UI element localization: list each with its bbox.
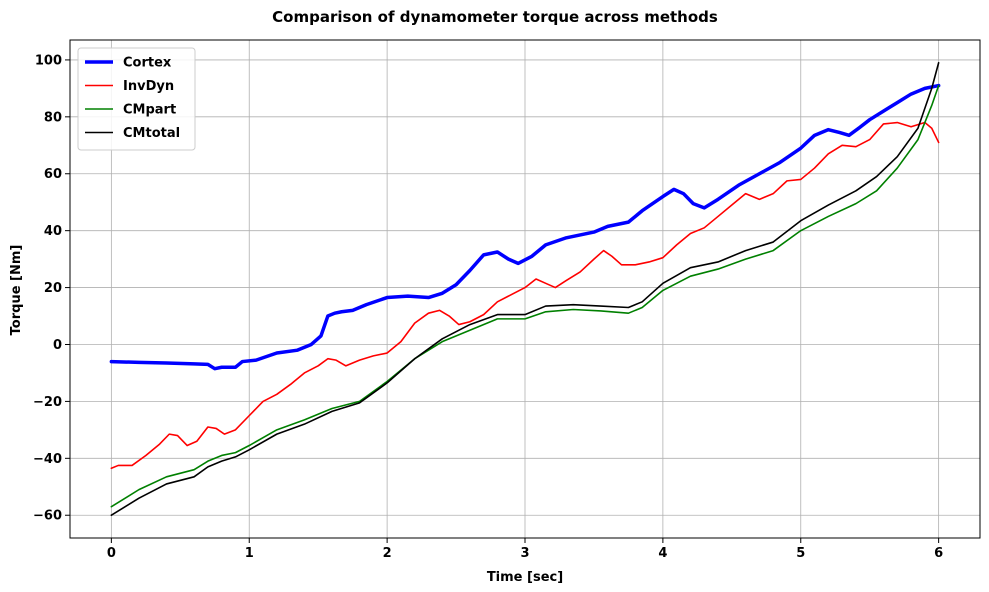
y-tick-label: −40 (33, 452, 62, 467)
chart-title: Comparison of dynamometer torque across … (272, 8, 718, 26)
legend-label-cmpart: CMpart (123, 103, 176, 118)
y-tick-label: 60 (44, 167, 62, 182)
y-tick-label: 0 (53, 338, 62, 353)
legend: Cortex InvDyn CMpart CMtotal (77, 47, 196, 151)
legend-label-cmtotal: CMtotal (123, 126, 180, 141)
x-tick-label: 2 (383, 546, 392, 561)
y-tick-label: −20 (33, 395, 62, 410)
x-axis-label: Time [sec] (487, 570, 563, 585)
legend-label-invdyn: InvDyn (123, 79, 174, 94)
y-tick-label: 80 (44, 110, 62, 125)
x-tick-label: 6 (934, 546, 943, 561)
x-tick-label: 0 (107, 546, 116, 561)
legend-label-cortex: Cortex (123, 56, 172, 71)
x-axis-ticks: 0 1 2 3 4 5 6 (107, 538, 943, 561)
series-line-cmtotal (110, 61, 940, 517)
x-tick-label: 3 (520, 546, 529, 561)
x-tick-label: 5 (796, 546, 805, 561)
series-layer (109, 61, 941, 517)
y-axis-label: Torque [Nm] (9, 245, 24, 336)
y-axis-ticks: −60 −40 −20 0 20 40 60 80 100 (33, 53, 70, 524)
x-tick-label: 4 (658, 546, 667, 561)
legend-box (77, 47, 196, 151)
series-line-invdyn (110, 121, 940, 470)
series-line-cmpart (110, 84, 940, 508)
x-tick-label: 1 (245, 546, 254, 561)
y-tick-label: 40 (44, 224, 62, 239)
y-tick-label: 20 (44, 281, 62, 296)
series-line-cortex (109, 83, 941, 371)
y-tick-label: 100 (35, 53, 62, 68)
grid-lines (70, 40, 980, 538)
y-tick-label: −60 (33, 509, 62, 524)
